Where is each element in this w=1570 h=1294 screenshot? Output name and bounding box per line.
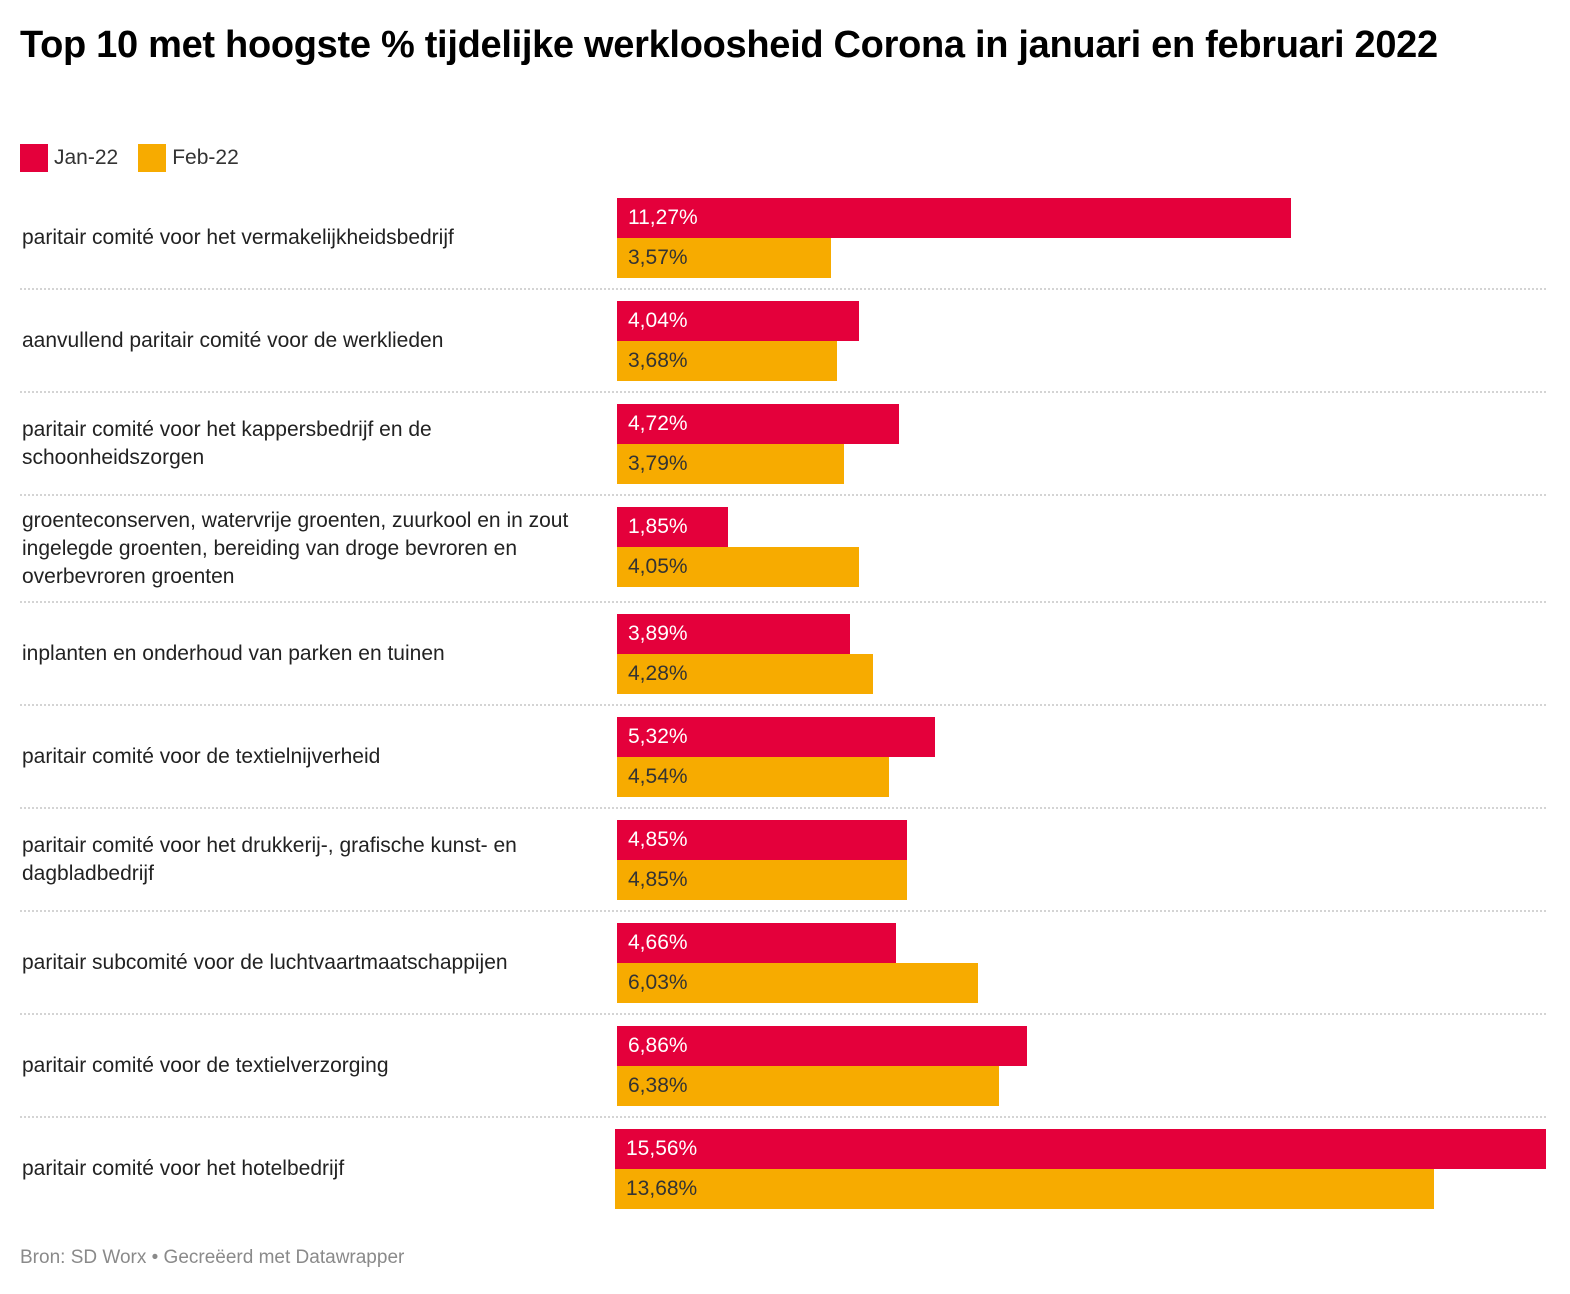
data-label: 4,85% [628,828,688,851]
data-label: 4,72% [628,412,688,435]
bar-jan: 1,85% [617,507,728,547]
category-label: paritair comité voor de textielnijverhei… [22,745,381,768]
source-footer: Bron: SD Worx • Gecreëerd met Datawrappe… [20,1247,405,1268]
data-label: 1,85% [628,515,688,538]
bar-feb: 4,05% [617,547,860,587]
legend-swatch-feb [138,144,167,172]
chart-row: paritair comité voor het kappersbedrijf … [20,404,1546,496]
bar-feb: 13,68% [615,1169,1434,1209]
bar-feb: 4,54% [617,757,889,797]
data-label: 3,68% [628,349,688,372]
bar-feb: 6,38% [617,1066,999,1106]
bar-group: 4,66% 6,03% [617,923,1546,1003]
bar-feb: 3,57% [617,238,831,278]
data-label: 3,89% [628,622,688,645]
legend-label-jan: Jan-22 [54,146,119,169]
bar-group: 4,85% 4,85% [617,820,1546,900]
bar-group: 3,89% 4,28% [617,614,1546,694]
legend-item-jan: Jan-22 [20,144,118,172]
bar-feb: 3,68% [617,341,838,381]
bar-group: 1,85% 4,05% [617,507,1546,591]
bar-group: 11,27% 3,57% [617,198,1546,278]
category-label: paritair comité voor de textielverzorgin… [22,1054,389,1077]
bar-jan: 3,89% [617,614,850,654]
data-label: 6,03% [628,971,688,994]
data-label: 6,86% [628,1034,688,1057]
bar-group: 4,72% 3,79% [617,404,1546,484]
data-label: 4,28% [628,662,688,685]
bar-group: 4,04% 3,68% [617,301,1546,381]
bar-feb: 4,85% [617,860,908,900]
data-label: 3,79% [628,452,688,475]
data-label: 4,54% [628,765,688,788]
chart-row: paritair subcomité voor de luchtvaartmaa… [20,923,1546,1015]
category-label: groenteconserven, watervrije groenten, z… [22,509,569,588]
chart-row: paritair comité voor de textielnijverhei… [20,717,1546,809]
category-label: paritair comité voor het vermakelijkheid… [22,226,454,249]
chart-row: paritair comité voor het hotelbedrijf 15,… [20,1129,1546,1219]
bar-jan: 11,27% [617,198,1292,238]
chart-row: inplanten en onderhoud van parken en tui… [20,614,1546,706]
data-label: 11,27% [628,206,698,229]
bar-feb: 4,28% [617,654,874,694]
data-label: 6,38% [628,1074,688,1097]
legend: Jan-22 Feb-22 [20,144,259,172]
data-label: 4,85% [628,868,688,891]
data-label: 5,32% [628,725,688,748]
legend-item-feb: Feb-22 [138,144,239,172]
chart-row: paritair comité voor de textielverzorgin… [20,1026,1546,1118]
chart-title: Top 10 met hoogste % tijdelijke werkloos… [20,24,1438,66]
category-label: paritair comité voor het kappersbedrijf … [22,418,432,469]
category-label: paritair subcomité voor de luchtvaartmaa… [22,951,508,974]
bar-jan: 6,86% [617,1026,1028,1066]
bar-jan: 15,56% [615,1129,1546,1169]
chart-row: groenteconserven, watervrije groenten, z… [20,507,1546,603]
bar-jan: 4,04% [617,301,859,341]
category-label: inplanten en onderhoud van parken en tui… [22,642,445,665]
bar-chart: paritair comité voor het vermakelijkheid… [20,198,1546,1230]
chart-row: aanvullend paritair comité voor de werkl… [20,301,1546,393]
bar-group: 5,32% 4,54% [617,717,1546,797]
legend-swatch-jan [20,144,48,172]
bar-feb: 3,79% [617,444,844,484]
bar-group: 15,56% 13,68% [615,1129,1546,1209]
chart-row: paritair comité voor het drukkerij-, gra… [20,820,1546,912]
bar-group: 6,86% 6,38% [617,1026,1546,1106]
category-label: aanvullend paritair comité voor de werkl… [22,329,444,352]
legend-label-feb: Feb-22 [172,146,239,169]
bar-feb: 6,03% [617,963,978,1003]
data-label: 3,57% [628,246,688,269]
data-label: 4,05% [628,555,688,578]
category-label: paritair comité voor het hotelbedrijf [22,1157,345,1180]
bar-jan: 4,85% [617,820,908,860]
category-label: paritair comité voor het drukkerij-, gra… [22,834,517,885]
data-label: 4,04% [628,309,688,332]
bar-jan: 4,72% [617,404,900,444]
chart-row: paritair comité voor het vermakelijkheid… [20,198,1546,290]
data-label: 13,68% [626,1177,698,1200]
data-label: 15,56% [626,1137,698,1160]
bar-jan: 4,66% [617,923,896,963]
bar-jan: 5,32% [617,717,936,757]
data-label: 4,66% [628,931,688,954]
